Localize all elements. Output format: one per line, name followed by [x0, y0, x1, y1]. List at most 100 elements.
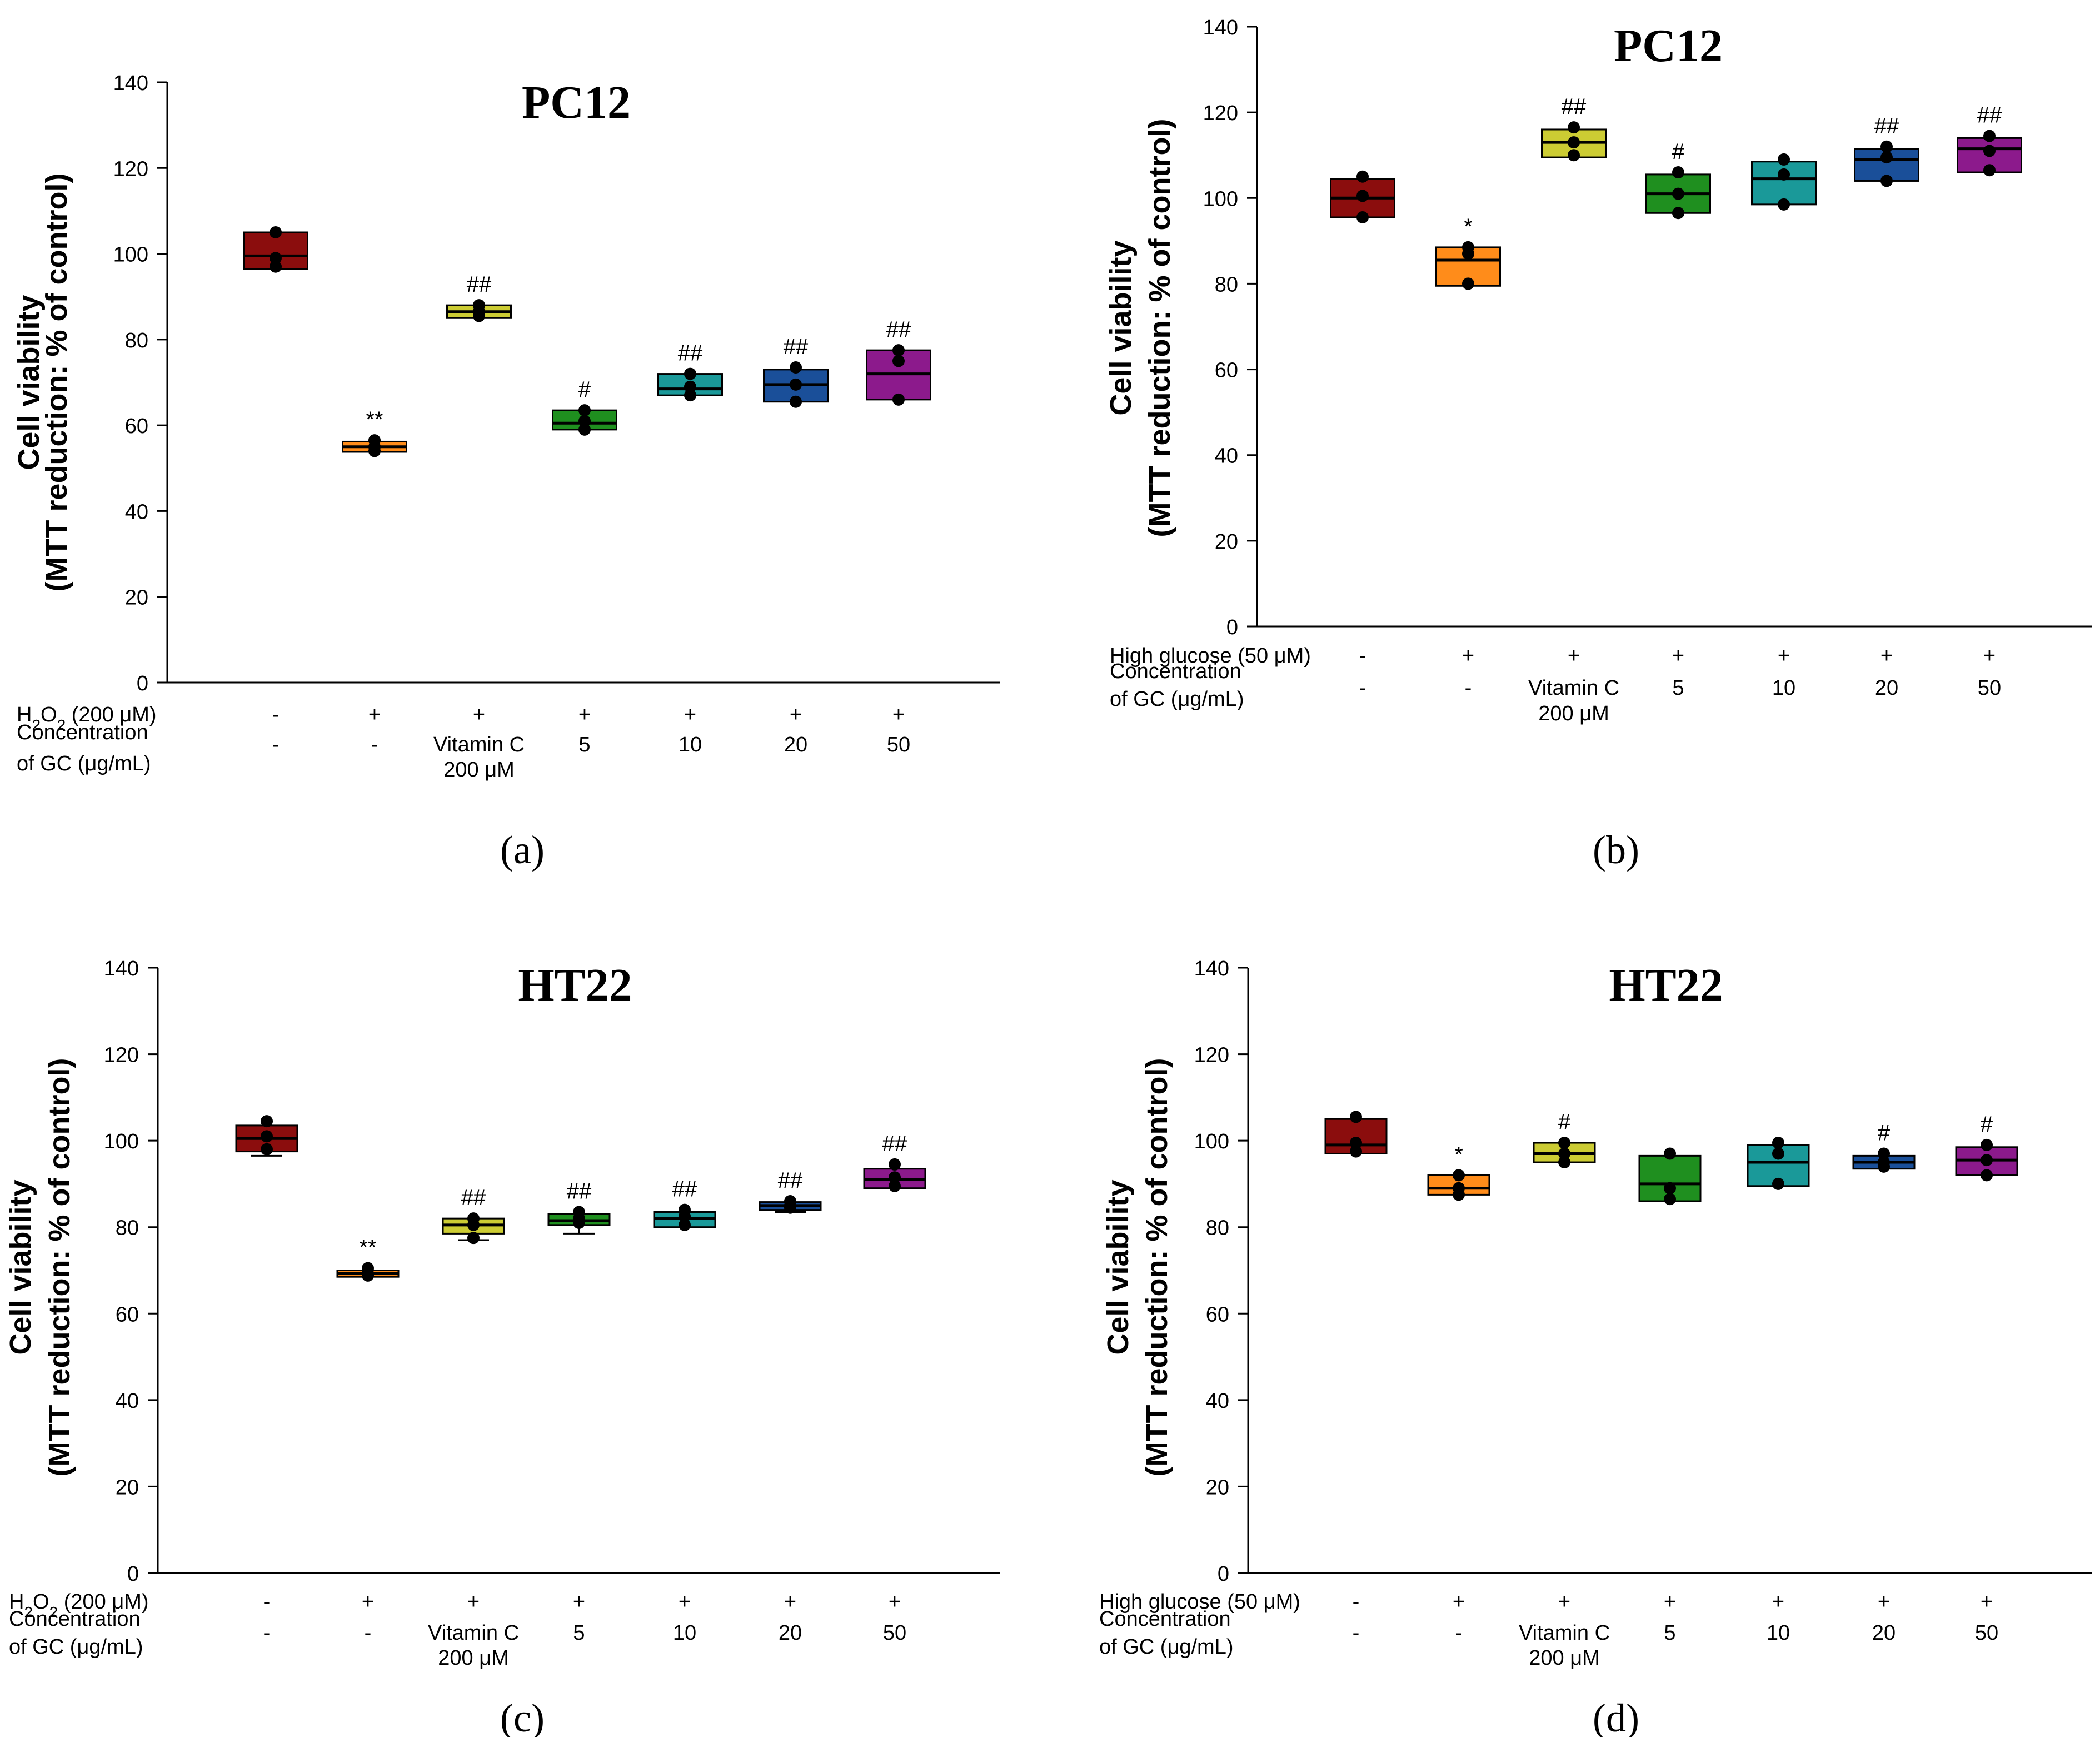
box-group: **	[336, 1236, 400, 1282]
box-group	[243, 226, 308, 273]
y-tick-label: 100	[1203, 187, 1238, 211]
treatment-sign: +	[1568, 644, 1580, 668]
significance-mark: ##	[1977, 103, 2002, 128]
chart-panel-d: 0 20 40 60 80 100 120 140 HT22 Cell viability (MTT…	[1099, 957, 2092, 1737]
data-point	[889, 1179, 901, 1192]
significance-mark: ##	[882, 1132, 907, 1156]
concentration-value: -	[1455, 1621, 1463, 1645]
concentration-value: 10	[1767, 1621, 1790, 1645]
concentration-value: Vitamin C	[433, 733, 525, 756]
box-group	[1638, 1147, 1702, 1206]
y-axis-label-sub: (MTT reduction: % of control)	[1140, 1058, 1174, 1477]
concentration-row-label-2: of GC (μg/mL)	[17, 752, 151, 775]
box-group: ##	[1541, 94, 1607, 162]
concentration-value: 5	[1672, 676, 1684, 700]
data-point	[1664, 1182, 1676, 1195]
data-point	[1453, 1182, 1465, 1195]
data-point	[467, 1212, 480, 1225]
treatment-sign: +	[573, 1590, 585, 1614]
y-tick-label: 60	[1215, 359, 1238, 382]
data-point	[1672, 207, 1684, 220]
data-point	[270, 260, 282, 273]
data-point	[1778, 198, 1790, 211]
data-point	[1356, 170, 1369, 183]
box-group: #	[552, 377, 617, 436]
concentration-row-label: Concentration	[9, 1607, 141, 1631]
treatment-label-part: 2	[32, 716, 41, 734]
panel-caption: (d)	[1593, 1696, 1639, 1737]
y-tick-label: 140	[104, 957, 139, 981]
treatment-sign: +	[362, 1590, 374, 1614]
data-point	[1558, 1156, 1570, 1169]
data-point	[1878, 1147, 1890, 1160]
data-point	[892, 344, 905, 357]
y-tick-label: 140	[1203, 16, 1238, 39]
treatment-row-label: High glucose (50 μM)	[1099, 1590, 1300, 1614]
box-group: ##	[547, 1179, 611, 1235]
data-point	[1981, 1138, 1993, 1151]
y-tick-label: 140	[1194, 957, 1229, 981]
y-tick-label: 20	[125, 586, 148, 610]
treatment-label-part: 2	[57, 716, 66, 734]
treatment-sign: -	[263, 1590, 271, 1614]
treatment-sign: -	[1359, 644, 1366, 668]
data-point	[261, 1115, 273, 1128]
data-point	[368, 434, 381, 447]
concentration-row-label-2: of GC (μg/mL)	[1110, 688, 1244, 711]
y-tick-label: 100	[1194, 1130, 1229, 1153]
y-tick-label: 20	[1215, 530, 1238, 554]
data-point	[1356, 190, 1369, 202]
treatment-sign: +	[1772, 1590, 1784, 1614]
significance-mark: #	[578, 377, 591, 402]
y-tick-label: 100	[104, 1130, 139, 1153]
significance-mark: **	[359, 1236, 376, 1260]
y-tick-label: 80	[116, 1217, 139, 1240]
treatment-label-part: (200 μM)	[66, 703, 156, 726]
panel-caption: (c)	[500, 1696, 545, 1737]
y-tick-label: 20	[1206, 1476, 1229, 1499]
concentration-value: 20	[1872, 1621, 1896, 1645]
data-point	[1981, 1169, 1993, 1182]
data-point	[1568, 149, 1580, 162]
y-tick-label: 120	[104, 1044, 139, 1067]
concentration-value: 10	[673, 1621, 696, 1645]
significance-mark: ##	[461, 1186, 486, 1210]
box-group: ##	[866, 317, 931, 406]
data-point	[270, 226, 282, 238]
data-point	[892, 355, 905, 367]
data-point	[1878, 1156, 1890, 1169]
concentration-row-label: Concentration	[1099, 1607, 1231, 1631]
data-point	[1462, 277, 1474, 290]
box-group: *	[1427, 1142, 1490, 1201]
data-point	[573, 1206, 585, 1218]
chart-title: HT22	[518, 959, 632, 1011]
y-axis-label-sub: (MTT reduction: % of control)	[40, 173, 73, 592]
concentration-value: 50	[887, 733, 910, 756]
data-point	[889, 1171, 901, 1184]
concentration-value: 20	[1875, 676, 1898, 700]
data-point	[578, 415, 591, 427]
treatment-label-part: 2	[49, 1604, 58, 1621]
box-group: *	[1435, 215, 1501, 290]
treatment-sign: +	[1664, 1590, 1676, 1614]
concentration-value: 5	[573, 1621, 585, 1645]
y-tick-label: 140	[113, 72, 148, 95]
concentration-value: -	[272, 733, 280, 756]
data-point	[684, 380, 696, 393]
data-point	[1672, 166, 1684, 179]
data-point	[578, 404, 591, 417]
treatment-row-label: H2O2 (200 μM)	[9, 1590, 149, 1621]
data-point	[1356, 211, 1369, 223]
data-point	[790, 395, 802, 408]
concentration-value: 5	[1664, 1621, 1675, 1645]
box-group: ##	[657, 341, 723, 402]
concentration-value: -	[365, 1621, 372, 1645]
data-point	[784, 1195, 796, 1208]
data-point	[684, 367, 696, 380]
treatment-sign: +	[1880, 644, 1893, 668]
box-group: ##	[1854, 114, 1919, 187]
data-point	[1778, 153, 1790, 166]
data-point	[1350, 1137, 1362, 1149]
data-point	[1664, 1147, 1676, 1160]
treatment-sign: +	[790, 703, 802, 726]
